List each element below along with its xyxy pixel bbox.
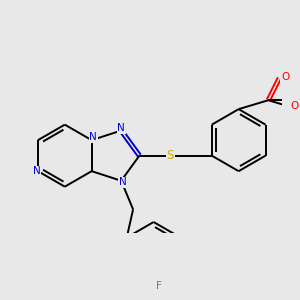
- Text: N: N: [89, 132, 97, 142]
- Text: N: N: [117, 123, 125, 133]
- Text: N: N: [119, 177, 127, 187]
- Text: S: S: [167, 149, 174, 162]
- Text: N: N: [32, 166, 40, 176]
- Text: F: F: [156, 280, 162, 291]
- Text: O: O: [281, 72, 289, 82]
- Text: O: O: [290, 101, 298, 112]
